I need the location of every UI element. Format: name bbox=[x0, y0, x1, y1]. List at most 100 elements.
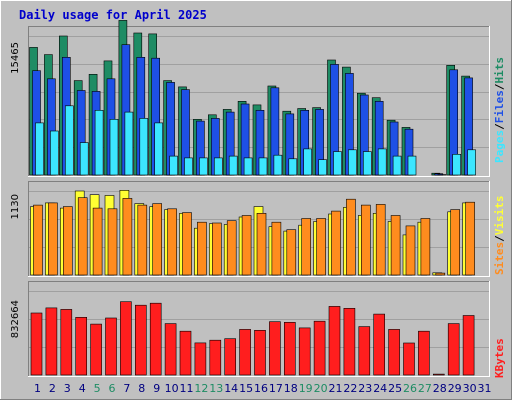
bar-kbytes-day-14 bbox=[224, 338, 236, 376]
bar-pages-day-11 bbox=[184, 157, 193, 176]
bar-sites-day-20 bbox=[316, 218, 326, 276]
x-tick-label-day-21: 21 bbox=[329, 382, 343, 395]
bar-kbytes-day-24 bbox=[373, 313, 386, 376]
x-tick-label-day-26: 26 bbox=[403, 382, 417, 395]
x-tick-label-day-15: 15 bbox=[239, 382, 253, 395]
x-tick-label-day-10: 10 bbox=[165, 382, 179, 395]
legend-label-part: Files bbox=[493, 90, 506, 123]
legend-label-part: Sites bbox=[493, 242, 506, 275]
y-axis-legend: Sites/Visits bbox=[493, 196, 506, 276]
x-tick-label-day-12: 12 bbox=[194, 382, 208, 395]
x-tick-label-day-11: 11 bbox=[180, 382, 194, 395]
bar-pages-day-3 bbox=[65, 105, 74, 176]
x-tick-label-day-6: 6 bbox=[109, 382, 116, 395]
x-tick-label-day-25: 25 bbox=[388, 382, 402, 395]
bar-pages-day-8 bbox=[139, 118, 149, 176]
bar-pages-day-26 bbox=[407, 155, 417, 176]
x-tick-label-day-31: 31 bbox=[478, 382, 492, 395]
x-tick-label-day-18: 18 bbox=[284, 382, 298, 395]
bar-sites-day-30 bbox=[465, 201, 475, 276]
bar-pages-day-15 bbox=[243, 157, 253, 176]
bar-sites-day-7 bbox=[122, 198, 133, 276]
x-tick-label-day-27: 27 bbox=[418, 382, 432, 395]
bar-kbytes-day-26 bbox=[403, 342, 415, 376]
bar-pages-day-30 bbox=[467, 149, 476, 176]
x-tick-label-day-1: 1 bbox=[34, 382, 41, 395]
x-tick-label-day-5: 5 bbox=[94, 382, 101, 395]
bar-sites-day-27 bbox=[420, 218, 431, 276]
bar-sites-day-10 bbox=[167, 208, 177, 276]
bar-sites-day-4 bbox=[77, 197, 88, 276]
bar-sites-day-11 bbox=[182, 212, 192, 276]
bar-pages-day-1 bbox=[35, 122, 44, 176]
bar-pages-day-29 bbox=[452, 154, 462, 176]
bar-pages-day-7 bbox=[124, 111, 134, 176]
bar-kbytes-day-12 bbox=[194, 342, 207, 376]
bar-sites-day-18 bbox=[286, 229, 297, 276]
chart-title: Daily usage for April 2025 bbox=[19, 8, 207, 22]
y-axis-legend: Pages/Files/Hits bbox=[493, 57, 506, 163]
bar-pages-day-18 bbox=[288, 158, 298, 176]
bar-sites-day-2 bbox=[48, 202, 58, 276]
bar-pages-day-10 bbox=[169, 155, 178, 176]
bar-kbytes-day-27 bbox=[418, 330, 430, 376]
bar-kbytes-day-17 bbox=[269, 321, 281, 376]
bar-pages-day-22 bbox=[348, 149, 357, 176]
panel-visits-sites: 1130 Sites/Visits bbox=[10, 181, 506, 277]
bar-kbytes-day-20 bbox=[313, 320, 326, 376]
bar-sites-day-24 bbox=[375, 204, 386, 276]
bar-kbytes-day-7 bbox=[120, 301, 132, 376]
bar-kbytes-day-28 bbox=[432, 373, 445, 376]
bar-pages-day-17 bbox=[273, 154, 283, 176]
bar-pages-day-4 bbox=[79, 142, 89, 176]
bar-kbytes-day-25 bbox=[388, 329, 400, 376]
bar-kbytes-day-1 bbox=[30, 312, 43, 376]
chart-panels: 15465Pages/Files/Hits1130Sites/Visits832… bbox=[10, 20, 506, 378]
y-axis-max-label: 832664 bbox=[10, 300, 21, 338]
x-axis-day-labels: 1 2 3 4 5 6 7 8 9 10 11 12 13 14 15 16 17 18 19 20 21 22 23 24 2… bbox=[34, 382, 492, 395]
bar-sites-day-16 bbox=[256, 213, 267, 276]
legend-label-part: Pages bbox=[493, 130, 506, 163]
y-axis-legend: KBytes bbox=[493, 338, 506, 378]
bar-pages-day-20 bbox=[318, 159, 327, 176]
legend-label-part: Hits bbox=[493, 57, 506, 84]
bar-kbytes-day-15 bbox=[239, 329, 251, 376]
bar-sites-day-13 bbox=[212, 222, 222, 276]
panel-kbytes: 832664 KBytes bbox=[10, 281, 506, 378]
bar-kbytes-day-9 bbox=[149, 302, 162, 376]
bar-pages-day-23 bbox=[362, 151, 372, 176]
legend-label-part: KBytes bbox=[493, 338, 506, 378]
bar-pages-day-25 bbox=[392, 155, 402, 176]
bar-pages-day-5 bbox=[94, 110, 104, 176]
bar-sites-day-25 bbox=[390, 215, 401, 276]
bar-sites-day-28 bbox=[435, 272, 446, 276]
bar-sites-day-15 bbox=[241, 215, 252, 276]
bar-sites-day-3 bbox=[62, 206, 73, 276]
x-tick-label-day-28: 28 bbox=[433, 382, 447, 395]
bar-kbytes-day-10 bbox=[164, 323, 177, 376]
x-tick-label-day-9: 9 bbox=[153, 382, 160, 395]
bar-kbytes-day-22 bbox=[343, 307, 356, 376]
bar-kbytes-day-8 bbox=[135, 304, 147, 376]
bar-kbytes-day-4 bbox=[75, 316, 87, 376]
bar-kbytes-day-19 bbox=[298, 327, 311, 376]
legend-label-part: / bbox=[493, 123, 506, 130]
x-tick-label-day-30: 30 bbox=[463, 382, 477, 395]
bar-sites-day-23 bbox=[360, 204, 371, 276]
x-tick-label-day-29: 29 bbox=[448, 382, 462, 395]
legend-label-part: Visits bbox=[493, 196, 506, 236]
x-tick-label-day-4: 4 bbox=[79, 382, 86, 395]
bar-kbytes-day-23 bbox=[358, 326, 371, 376]
x-tick-label-day-7: 7 bbox=[123, 382, 130, 395]
bar-kbytes-day-21 bbox=[328, 306, 341, 376]
bar-sites-day-26 bbox=[405, 225, 416, 276]
x-tick-label-day-23: 23 bbox=[358, 382, 372, 395]
x-tick-label-day-3: 3 bbox=[64, 382, 71, 395]
bar-kbytes-day-29 bbox=[447, 323, 460, 376]
bar-pages-day-21 bbox=[333, 151, 342, 176]
x-tick-label-day-2: 2 bbox=[49, 382, 56, 395]
x-tick-label-day-16: 16 bbox=[254, 382, 268, 395]
bar-sites-day-14 bbox=[226, 220, 237, 276]
